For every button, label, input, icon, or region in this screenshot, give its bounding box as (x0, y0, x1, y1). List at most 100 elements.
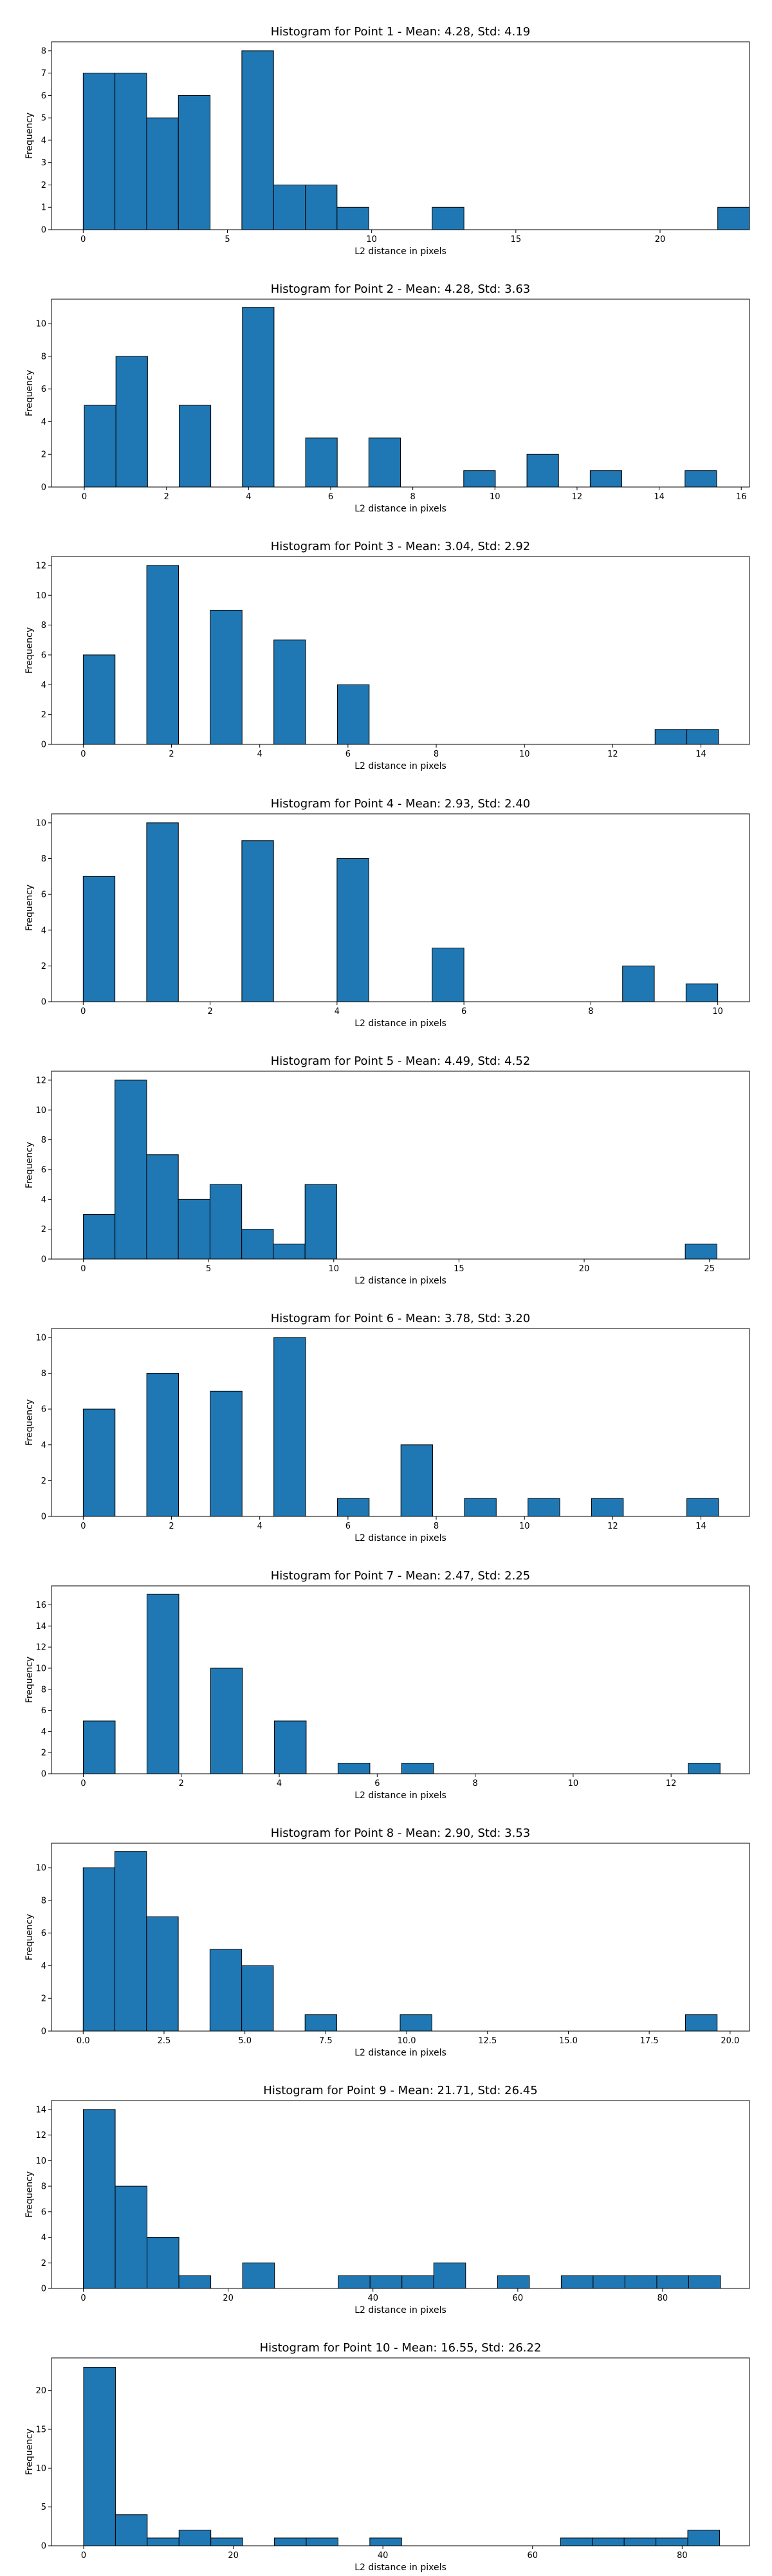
x-axis-label: L2 distance in pixels (354, 2562, 446, 2573)
histogram-bar (115, 1080, 147, 1260)
histogram-bar (336, 1498, 370, 1517)
plot-frame (51, 1843, 750, 2032)
chart-title: Histogram for Point 2 - Mean: 4.28, Std:… (271, 282, 531, 296)
histogram-bar (622, 965, 655, 1002)
y-axis-label: Frequency (24, 1657, 35, 1703)
y-tick-label: 1 (41, 203, 46, 213)
y-tick-label: 0 (41, 2027, 46, 2037)
y-tick-label: 2 (41, 1225, 46, 1235)
x-tick-label: 4 (277, 1779, 282, 1789)
y-tick-label: 8 (41, 46, 46, 56)
histogram-bar (82, 876, 116, 1002)
y-axis-label: Frequency (24, 2429, 35, 2475)
x-axis-label: L2 distance in pixels (354, 504, 446, 514)
x-tick-label: 60 (527, 2551, 538, 2561)
histogram-bar (115, 356, 148, 488)
histogram-bar (241, 840, 274, 1002)
x-tick-label: 12.5 (478, 2036, 497, 2046)
histogram-bar (147, 2537, 179, 2546)
histogram-bar (589, 470, 623, 488)
y-tick-label: 8 (41, 1685, 46, 1695)
histogram-bar (273, 1720, 307, 1774)
histogram-bar (146, 1154, 179, 1260)
histogram-bar (401, 2275, 434, 2289)
histogram-bar (368, 437, 401, 488)
y-tick-label: 2 (41, 1477, 46, 1486)
x-tick-label: 6 (345, 1522, 351, 1531)
histogram-bar (209, 1184, 243, 1260)
x-tick-label: 2 (164, 492, 169, 502)
y-tick-label: 2 (41, 962, 46, 971)
y-tick-label: 12 (35, 561, 46, 571)
histogram-bar (178, 2530, 212, 2546)
y-tick-label: 7 (41, 69, 46, 78)
x-tick-label: 2 (169, 1522, 174, 1531)
y-tick-label: 6 (41, 2207, 46, 2217)
x-tick-label: 14 (695, 1522, 706, 1531)
y-tick-label: 14 (35, 1622, 46, 1632)
histogram-bar (82, 654, 116, 745)
y-tick-label: 6 (41, 890, 46, 900)
x-tick-label: 0 (80, 1264, 86, 1274)
y-axis-label: Frequency (24, 1914, 35, 1960)
y-tick-label: 0 (41, 226, 46, 235)
histogram-bar (210, 1668, 243, 1774)
x-tick-label: 0 (80, 750, 86, 759)
histogram-bar (83, 2366, 116, 2546)
histogram-bar (178, 1199, 210, 1260)
histogram-bar (146, 822, 179, 1002)
y-tick-label: 4 (41, 926, 46, 935)
histogram-bar (400, 2014, 432, 2032)
histogram-bar (178, 2275, 212, 2289)
histogram-bar (210, 1390, 243, 1517)
x-tick-label: 10 (519, 750, 530, 759)
x-tick-label: 0 (82, 492, 87, 502)
y-tick-label: 10 (35, 320, 46, 329)
histogram-panel-4: Histogram for Point 4 - Mean: 2.93, Std:… (24, 797, 750, 1029)
histogram-bar (432, 207, 464, 230)
y-tick-label: 4 (41, 1962, 46, 1971)
x-tick-label: 25 (704, 1264, 715, 1274)
chart-title: Histogram for Point 7 - Mean: 2.47, Std:… (271, 1569, 531, 1583)
plot-frame (51, 1585, 750, 1774)
histogram-bar (84, 405, 116, 488)
histogram-bar (273, 184, 306, 230)
x-tick-label: 0 (80, 1007, 86, 1017)
histogram-bar (241, 50, 274, 230)
histogram-bar (400, 1444, 434, 1517)
x-tick-label: 15.0 (559, 2036, 578, 2046)
histogram-bar (686, 729, 719, 745)
y-tick-label: 8 (41, 1896, 46, 1906)
y-tick-label: 10 (35, 1106, 46, 1116)
y-tick-label: 0 (41, 1770, 46, 1780)
histogram-bar (656, 2275, 689, 2289)
y-tick-label: 6 (41, 1929, 46, 1938)
plot-frame (51, 1328, 750, 1517)
y-tick-label: 5 (41, 2503, 46, 2512)
x-tick-label: 8 (434, 750, 439, 759)
plot-frame (51, 2357, 750, 2546)
histogram-bar (146, 1594, 179, 1774)
histogram-bar (433, 2262, 466, 2289)
histogram-bar (115, 73, 147, 230)
x-tick-label: 14 (695, 750, 706, 759)
y-axis-label: Frequency (24, 2171, 35, 2218)
y-tick-label: 4 (41, 418, 46, 427)
x-tick-label: 20 (579, 1264, 590, 1274)
histogram-bar (654, 729, 688, 745)
x-tick-label: 40 (378, 2551, 389, 2561)
histogram-panel-8: Histogram for Point 8 - Mean: 2.90, Std:… (24, 1826, 750, 2058)
histogram-bar (685, 2014, 718, 2032)
y-tick-label: 4 (41, 1440, 46, 1450)
y-tick-label: 8 (41, 1369, 46, 1379)
y-tick-label: 0 (41, 483, 46, 493)
histogram-bar (464, 1498, 497, 1517)
x-axis-label: L2 distance in pixels (354, 1533, 446, 1543)
x-tick-label: 2.5 (158, 2036, 171, 2046)
chart-title: Histogram for Point 9 - Mean: 21.71, Std… (263, 2084, 537, 2097)
histogram-bar (369, 2275, 403, 2289)
histogram-bar (685, 983, 719, 1002)
y-tick-label: 4 (41, 681, 46, 690)
histogram-bar (241, 1229, 274, 1260)
histogram-bar (209, 1949, 243, 2032)
